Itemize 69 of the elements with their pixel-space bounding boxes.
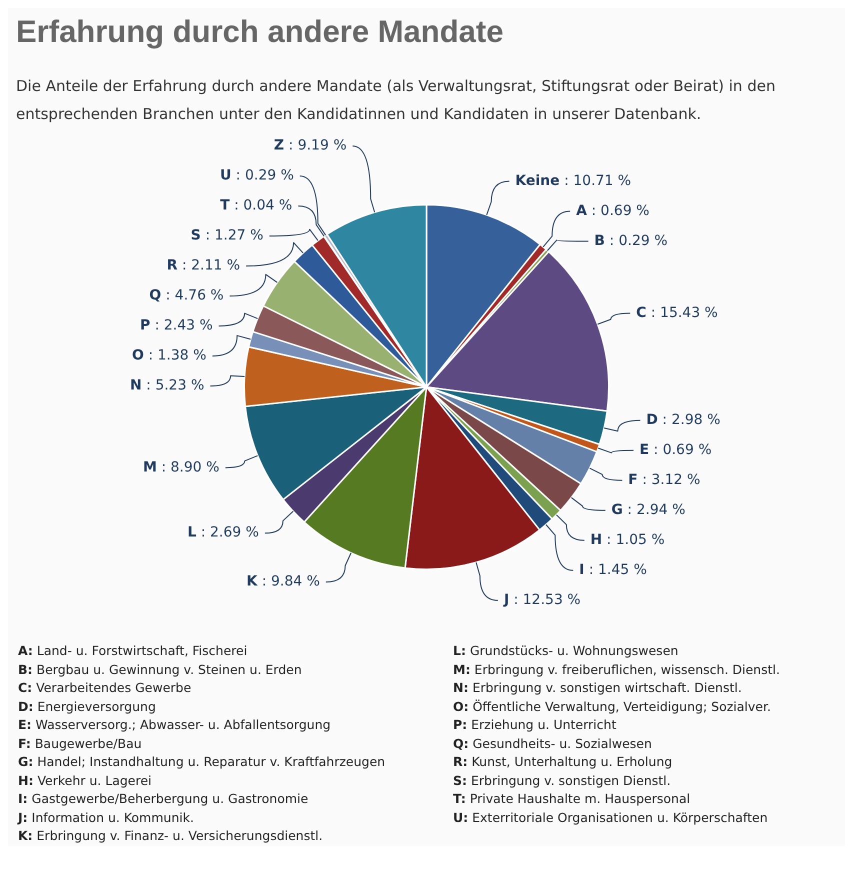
slice-label: F [628, 472, 638, 488]
text: P: Erziehung u. Unterricht [453, 717, 616, 732]
data-label: : 10.71 % [560, 172, 632, 189]
text: O: Öffentliche Verwaltung, Verteidigung; Sozialver. [453, 698, 771, 714]
text: F: Baugewerbe/Bau [18, 736, 142, 750]
slice-label: C [636, 304, 646, 321]
slice-label: T [220, 198, 230, 214]
slice-label: A [576, 202, 588, 219]
slice-label: D [646, 412, 658, 428]
slice-label: S [190, 228, 201, 244]
text: E: Wasserversorg.; Abwasser- u. Abfallentsorgung [18, 717, 331, 732]
text: H: Verkehr u. Lagerei [18, 772, 152, 788]
slice-label: I [579, 562, 584, 578]
text: N: Erbringung v. sonstigen wirtschaft. Dienstl. [453, 680, 742, 695]
slice-label: Z [274, 138, 284, 154]
slice-label: E [640, 442, 650, 458]
data-label: : 2.43 % [150, 318, 213, 334]
slice-label: Q [149, 288, 162, 304]
text: A: Land- u. Forstwirtschaft, Fischerei [18, 643, 248, 658]
data-label: : 4.76 % [161, 288, 224, 304]
data-label: : 0.04 % [230, 198, 292, 214]
data-label: : 2.94 % [622, 502, 686, 518]
data-label: : 1.27 % [200, 228, 264, 244]
slice-label: P [140, 318, 150, 334]
chart-title: Erfahrung durch andere Mandate [15, 13, 504, 50]
text: S: Erbringung v. sonstigen Dienstl. [453, 772, 671, 788]
data-label: : 9.19 % [284, 138, 347, 154]
data-label: : 0.69 % [649, 442, 712, 458]
text: C: Verarbeitendes Gewerbe [18, 680, 192, 695]
text: T: Private Haushalte m. Hauspersonal [453, 791, 690, 806]
data-label: : 3.12 % [638, 472, 700, 488]
text: M: Erbringung v. freiberuflichen, wissensch. Dienstl. [453, 662, 780, 676]
data-label: : 0.69 % [586, 202, 650, 219]
text: R: Kunst, Unterhaltung u. Erholung [453, 754, 672, 769]
text: J: Information u. Kommunik. [18, 810, 194, 824]
data-label: : 1.05 % [602, 532, 665, 548]
data-label: : 8.90 % [156, 459, 220, 476]
data-label: : 1.45 % [584, 562, 647, 578]
text: U: Exterritoriale Organisationen u. Körperschaften [453, 810, 768, 824]
slice-label: K [246, 574, 259, 590]
slice-label: N [130, 378, 142, 394]
data-label: : 0.29 % [604, 232, 668, 249]
data-label: : 2.11 % [178, 258, 240, 274]
text: Q: Gesundheits- u. Sozialwesen [453, 736, 652, 750]
slice-label: M [142, 459, 157, 476]
text: G: Handel; Instandhaltung u. Reparatur v. Kraftfahrzeugen [18, 754, 386, 769]
slice-label: U [220, 168, 232, 184]
slice-label: G [611, 502, 623, 518]
data-label: : 9.84 % [257, 574, 320, 590]
chart-subtitle: Die Anteile der Erfahrung durch andere Mandate (als Verwaltungsrat, Stiftungsrat oder Beirat) in den entsprechenden Branchen unter den Kandidatinnen und Kandidaten in unserer Datenbank. [15, 76, 776, 125]
data-label: : 2.98 % [658, 412, 720, 428]
data-label: : 0.29 % [231, 168, 294, 184]
text: K: Erbringung v. Finanz- u. Versicherungsdienstl. [18, 828, 323, 843]
text: D: Energieversorgung [18, 698, 156, 714]
slice-label: H [590, 532, 602, 548]
slice-label: B [594, 232, 605, 249]
data-label: : 1.38 % [144, 348, 206, 364]
slice-label: J [502, 592, 510, 608]
slice-label: L [187, 524, 196, 541]
data-label: : 5.23 % [142, 378, 204, 394]
slice-label: Keine [515, 172, 560, 189]
text: L: Grundstücks- u. Wohnungswesen [453, 643, 678, 658]
slice-label: R [166, 258, 178, 274]
text: I: Gastgewerbe/Beherbergung u. Gastronomie [18, 791, 308, 806]
data-label: : 12.53 % [509, 592, 581, 608]
text: B: Bergbau u. Gewinnung v. Steinen u. Erden [18, 662, 302, 676]
data-label: : 15.43 % [646, 304, 718, 321]
data-label: : 2.69 % [196, 524, 259, 541]
slice-label: O [132, 348, 144, 364]
